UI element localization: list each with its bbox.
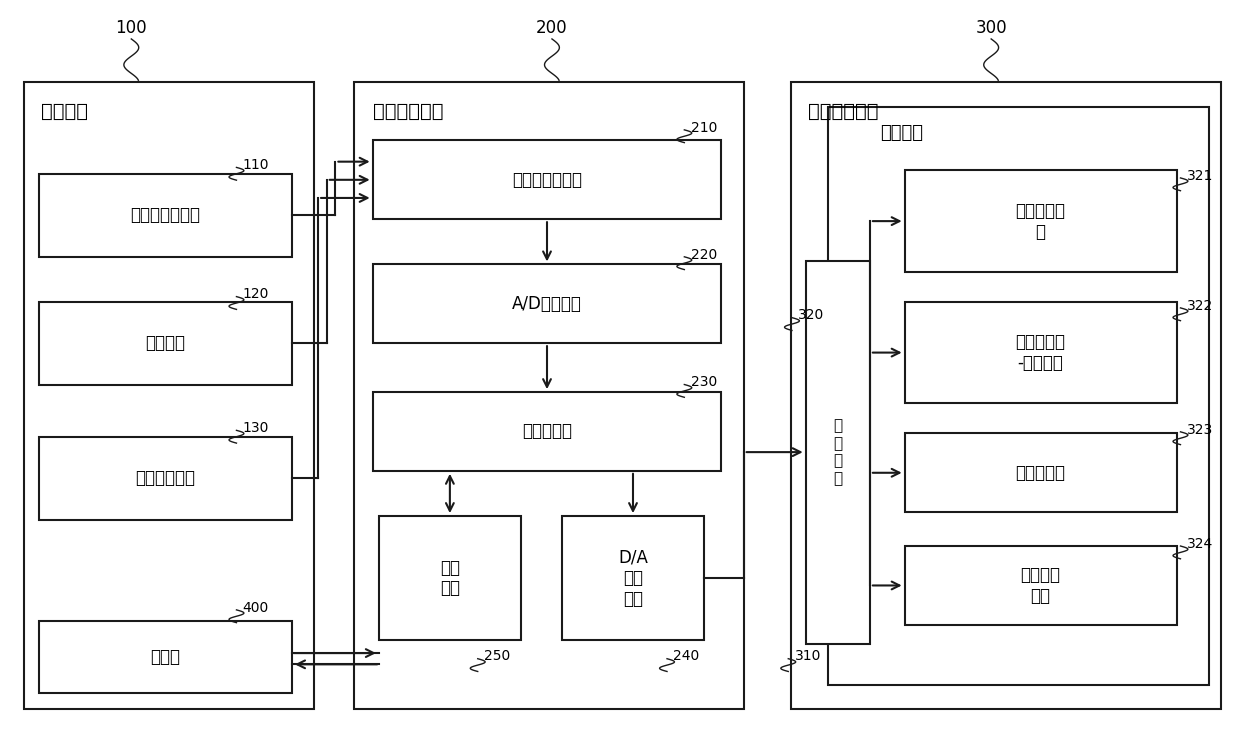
Bar bbox=[904, 434, 1177, 512]
Text: 微噴气机构: 微噴气机构 bbox=[1016, 464, 1065, 482]
Text: 120: 120 bbox=[243, 287, 269, 302]
Text: 220: 220 bbox=[691, 247, 717, 262]
Bar bbox=[806, 261, 870, 644]
Bar bbox=[38, 437, 293, 520]
Bar bbox=[791, 81, 1221, 709]
Text: 324: 324 bbox=[1187, 537, 1213, 550]
Text: 130: 130 bbox=[243, 421, 269, 435]
Text: 测量设备: 测量设备 bbox=[41, 103, 88, 121]
Bar bbox=[353, 81, 744, 709]
Bar bbox=[38, 302, 293, 385]
Text: A/D转换模块: A/D转换模块 bbox=[512, 295, 582, 313]
Text: 400: 400 bbox=[243, 601, 269, 615]
Text: 驱
动
模
块: 驱 动 模 块 bbox=[833, 418, 842, 486]
Bar bbox=[828, 106, 1209, 685]
Text: 作动模块: 作动模块 bbox=[880, 124, 923, 142]
Text: 110: 110 bbox=[243, 158, 269, 172]
Bar bbox=[372, 140, 722, 219]
Text: 230: 230 bbox=[691, 375, 717, 389]
Text: 300: 300 bbox=[976, 19, 1007, 37]
Text: 光学测量仪器: 光学测量仪器 bbox=[135, 470, 196, 487]
Bar bbox=[24, 81, 315, 709]
Bar bbox=[562, 516, 704, 640]
Text: 250: 250 bbox=[484, 649, 510, 664]
Text: 中央处理器: 中央处理器 bbox=[522, 422, 572, 440]
Text: 322: 322 bbox=[1187, 299, 1213, 313]
Text: 通讯
模块: 通讯 模块 bbox=[440, 559, 460, 597]
Text: 100: 100 bbox=[115, 19, 148, 37]
Text: 控制执行设备: 控制执行设备 bbox=[808, 103, 879, 121]
Bar bbox=[372, 265, 722, 343]
Bar bbox=[372, 392, 722, 471]
Text: 310: 310 bbox=[795, 649, 821, 664]
Text: 240: 240 bbox=[673, 649, 699, 664]
Text: 210: 210 bbox=[691, 121, 717, 135]
Text: 多通道采集模块: 多通道采集模块 bbox=[512, 171, 582, 188]
Text: 机闸处理
机构: 机闸处理 机构 bbox=[1021, 566, 1060, 605]
Text: 323: 323 bbox=[1187, 422, 1213, 437]
Text: 动态压力传感器: 动态压力传感器 bbox=[130, 207, 201, 225]
Text: D/A
转换
模块: D/A 转换 模块 bbox=[618, 548, 649, 608]
Text: 进口可调导
叶: 进口可调导 叶 bbox=[1016, 202, 1065, 241]
Text: 200: 200 bbox=[536, 19, 568, 37]
Bar bbox=[38, 174, 293, 257]
Bar bbox=[904, 170, 1177, 272]
Bar bbox=[378, 516, 521, 640]
Text: 321: 321 bbox=[1187, 169, 1213, 182]
Text: 动态探针: 动态探针 bbox=[145, 334, 185, 352]
Text: 信号处理设备: 信号处理设备 bbox=[372, 103, 443, 121]
Text: 上位机: 上位机 bbox=[150, 648, 180, 666]
Bar bbox=[904, 546, 1177, 625]
Bar bbox=[38, 621, 293, 692]
Bar bbox=[904, 302, 1177, 403]
Text: 自循环抽吸
-噴气机构: 自循环抽吸 -噴气机构 bbox=[1016, 333, 1065, 372]
Text: 320: 320 bbox=[799, 308, 825, 323]
